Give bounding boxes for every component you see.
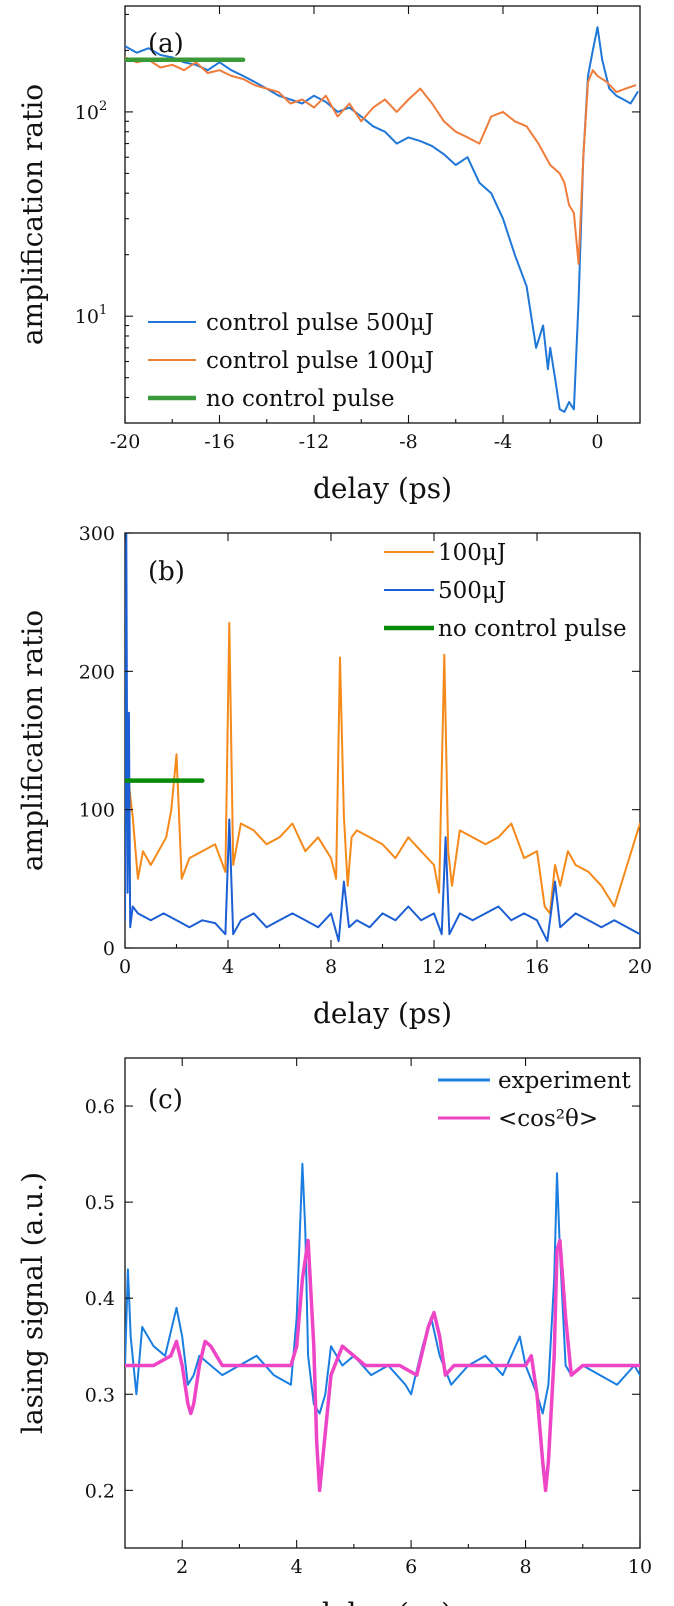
y-tick-label: 300 xyxy=(79,523,115,545)
x-tick-label: -20 xyxy=(110,431,141,453)
y-tick-label: 0.4 xyxy=(85,1288,115,1310)
y-tick-exp: 1 xyxy=(99,303,107,318)
legend-label: no control pulse xyxy=(206,386,395,412)
y-tick-label: 0.5 xyxy=(85,1192,115,1214)
series-line-1 xyxy=(125,1162,640,1415)
legend-label: 100μJ xyxy=(438,540,506,566)
series-group xyxy=(125,533,640,943)
plot-frame xyxy=(124,532,641,949)
x-tick-label: 0 xyxy=(119,956,131,978)
legend-label: <cos²θ> xyxy=(498,1106,598,1132)
x-tick-label: -4 xyxy=(494,431,513,453)
y-axis-label: amplification ratio xyxy=(16,84,49,345)
legend-label: control pulse 500μJ xyxy=(206,310,434,336)
series-group xyxy=(125,26,639,413)
plot-frame xyxy=(124,1057,641,1549)
x-tick-label: 2 xyxy=(176,1556,188,1578)
panel-c: 2 4 6 8 10 0.2 0.3 0.4 0.5 0.6 delay (ps) lasing si… xyxy=(16,1057,652,1606)
x-tick-label: 20 xyxy=(628,956,652,978)
series-line-2 xyxy=(125,533,640,943)
series-line-1 xyxy=(125,621,640,915)
y-axis-label: lasing signal (a.u.) xyxy=(16,1172,49,1434)
panel-label: (a) xyxy=(148,29,184,59)
series-group xyxy=(125,1162,640,1493)
legend-label: experiment xyxy=(498,1068,632,1094)
x-tick-label: 16 xyxy=(525,956,549,978)
x-tick-label: 4 xyxy=(291,1556,303,1578)
y-tick-label: 200 xyxy=(79,661,115,683)
legend: control pulse 500μJ control pulse 100μJ no… xyxy=(148,310,434,412)
x-axis-label: delay (ps) xyxy=(313,1597,452,1606)
y-tick-label: 0 xyxy=(103,938,115,960)
legend-label: no control pulse xyxy=(438,616,627,642)
panel-label: (c) xyxy=(148,1085,183,1115)
y-tick-base: 10 xyxy=(75,306,99,328)
y-tick-label: 100 xyxy=(79,800,115,822)
x-axis-label: delay (ps) xyxy=(313,997,452,1030)
y-tick-label: 0.3 xyxy=(85,1384,115,1406)
x-tick-label: 6 xyxy=(405,1556,417,1578)
legend-label: 500μJ xyxy=(438,578,506,604)
y-tick-base: 10 xyxy=(75,102,99,124)
x-tick-label: -16 xyxy=(204,431,235,453)
x-tick-label: 8 xyxy=(520,1556,532,1578)
y-tick-label: 0.6 xyxy=(85,1096,115,1118)
y-axis-label: amplification ratio xyxy=(16,610,49,871)
x-tick-label: -8 xyxy=(399,431,418,453)
plot-frame xyxy=(124,5,641,424)
x-tick-label: 8 xyxy=(325,956,337,978)
legend: 100μJ 500μJ no control pulse xyxy=(384,540,627,642)
series-line-2 xyxy=(125,1238,640,1493)
x-tick-label: 0 xyxy=(591,431,603,453)
x-tick-label: 4 xyxy=(222,956,234,978)
x-tick-label: 10 xyxy=(628,1556,652,1578)
x-tick-label: -12 xyxy=(299,431,330,453)
x-axis-label: delay (ps) xyxy=(313,472,452,505)
y-tick-label: 101 xyxy=(75,303,107,328)
panel-label: (b) xyxy=(148,557,185,587)
y-tick-label: 102 xyxy=(75,99,107,124)
y-tick-exp: 2 xyxy=(99,99,107,114)
y-tick-label: 0.2 xyxy=(85,1480,115,1502)
series-line-2 xyxy=(125,56,637,265)
legend: experiment <cos²θ> xyxy=(438,1068,632,1132)
legend-label: control pulse 100μJ xyxy=(206,348,434,374)
x-tick-label: 12 xyxy=(422,956,446,978)
